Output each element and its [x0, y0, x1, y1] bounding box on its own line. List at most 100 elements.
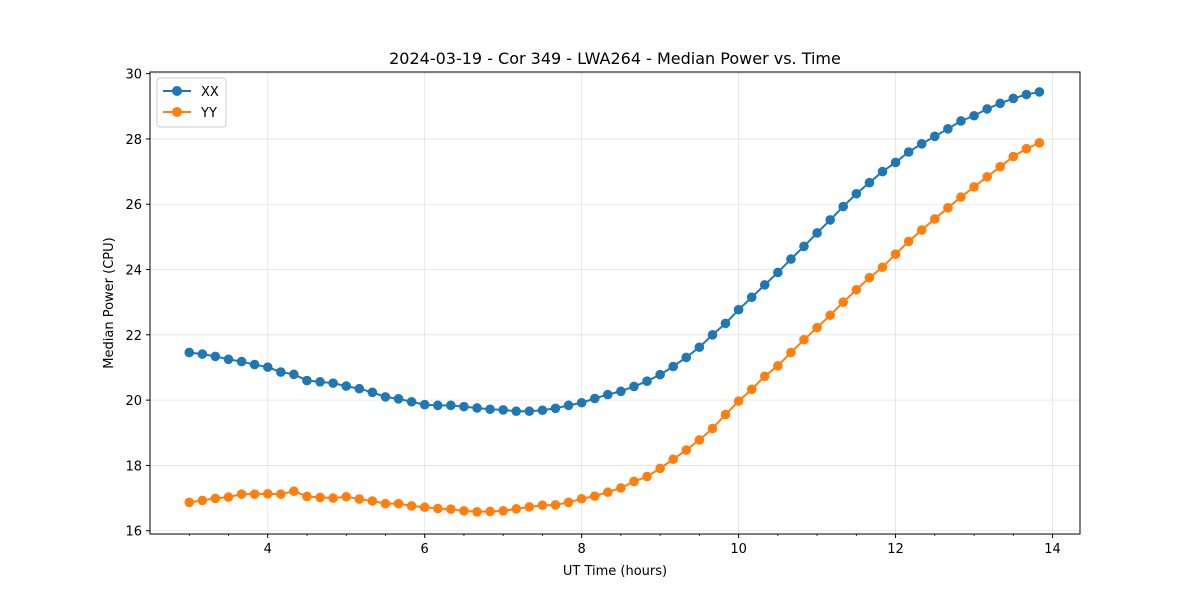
data-point-yy — [550, 500, 561, 510]
data-point-yy — [328, 493, 338, 503]
data-point-yy — [877, 262, 888, 273]
data-point-yy — [956, 192, 966, 202]
data-point-xx — [720, 318, 731, 329]
data-point-xx — [446, 400, 456, 411]
data-point-yy — [315, 492, 325, 503]
data-point-xx — [864, 177, 875, 188]
data-point-yy — [262, 489, 273, 499]
data-point-yy — [446, 504, 456, 514]
data-point-xx — [733, 304, 744, 315]
data-point-yy — [576, 493, 587, 504]
x-tick-label: 14 — [1044, 542, 1061, 557]
data-point-yy — [982, 172, 992, 182]
data-point-xx — [563, 400, 574, 411]
data-point-xx — [707, 330, 718, 340]
data-point-yy — [969, 182, 979, 192]
data-point-xx — [576, 397, 587, 408]
data-point-xx — [759, 280, 770, 290]
y-tick-label: 22 — [125, 329, 142, 344]
data-point-xx — [589, 393, 600, 404]
data-point-yy — [773, 361, 783, 371]
data-point-yy — [851, 284, 862, 295]
data-point-xx — [890, 157, 901, 168]
x-axis-label: UT Time (hours) — [563, 564, 667, 579]
data-point-xx — [537, 405, 548, 416]
data-point-yy — [602, 487, 613, 498]
data-point-xx — [629, 381, 639, 392]
data-point-xx — [262, 362, 273, 372]
data-point-yy — [223, 492, 234, 502]
x-tick-label: 8 — [578, 542, 586, 557]
legend: XX YY — [156, 77, 227, 128]
data-point-yy — [694, 435, 705, 445]
data-point-yy — [393, 498, 404, 509]
data-point-yy — [276, 489, 286, 499]
data-point-xx — [943, 124, 953, 134]
data-point-xx — [655, 369, 665, 380]
data-point-yy — [341, 491, 352, 502]
y-tick-label: 30 — [125, 68, 142, 83]
y-tick-label: 24 — [125, 264, 142, 279]
data-point-xx — [341, 381, 352, 391]
data-point-yy — [485, 506, 495, 517]
y-tick-label: 20 — [125, 394, 142, 409]
data-point-xx — [210, 351, 221, 362]
data-point-yy — [681, 445, 692, 455]
y-tick-label: 18 — [125, 459, 142, 474]
data-point-yy — [799, 334, 809, 345]
data-point-xx — [812, 228, 822, 238]
series-xx — [184, 87, 1045, 417]
data-point-xx — [393, 394, 404, 404]
data-point-xx — [550, 403, 561, 414]
data-point-xx — [838, 201, 849, 212]
data-point-xx — [432, 400, 443, 411]
data-point-xx — [249, 359, 260, 370]
data-point-xx — [982, 104, 992, 114]
series-yy — [184, 138, 1045, 517]
data-point-xx — [223, 354, 234, 365]
data-point-xx — [276, 367, 286, 377]
data-point-yy — [838, 297, 849, 307]
data-point-xx — [930, 131, 940, 142]
legend-marker-yy — [172, 107, 182, 117]
axes-frame — [149, 71, 1081, 535]
data-point-xx — [825, 215, 835, 225]
data-point-yy — [629, 476, 639, 487]
data-point-xx — [851, 188, 862, 199]
data-point-yy — [210, 493, 221, 504]
data-point-yy — [249, 489, 260, 499]
data-point-yy — [302, 491, 312, 502]
data-point-xx — [328, 378, 338, 388]
data-point-yy — [995, 161, 1005, 172]
data-point-xx — [773, 267, 783, 278]
data-point-xx — [694, 342, 705, 353]
legend-entry-xx: XX — [163, 85, 219, 100]
data-point-xx — [197, 349, 208, 359]
data-point-yy — [432, 503, 443, 514]
data-point-yy — [903, 236, 914, 247]
data-point-xx — [485, 404, 495, 415]
legend-label-yy: YY — [200, 106, 217, 121]
data-point-xx — [289, 369, 299, 380]
data-point-yy — [1008, 151, 1019, 162]
data-point-xx — [472, 403, 482, 413]
data-point-yy — [236, 489, 247, 499]
data-point-yy — [825, 310, 835, 321]
legend-marker-xx — [172, 86, 182, 96]
data-point-yy — [537, 500, 548, 511]
x-tick-label: 4 — [264, 542, 272, 557]
data-point-yy — [563, 497, 574, 508]
data-point-yy — [642, 471, 652, 482]
data-point-yy — [786, 347, 796, 358]
x-tick-label: 10 — [730, 542, 747, 557]
data-point-yy — [655, 463, 665, 474]
data-point-yy — [289, 486, 299, 497]
data-point-xx — [877, 166, 888, 177]
data-point-xx — [969, 110, 979, 121]
x-tick-label: 12 — [887, 542, 904, 557]
data-point-yy — [184, 497, 195, 508]
data-point-xx — [799, 241, 809, 252]
y-tick-label: 28 — [125, 133, 142, 148]
grid-lines — [150, 72, 1080, 534]
